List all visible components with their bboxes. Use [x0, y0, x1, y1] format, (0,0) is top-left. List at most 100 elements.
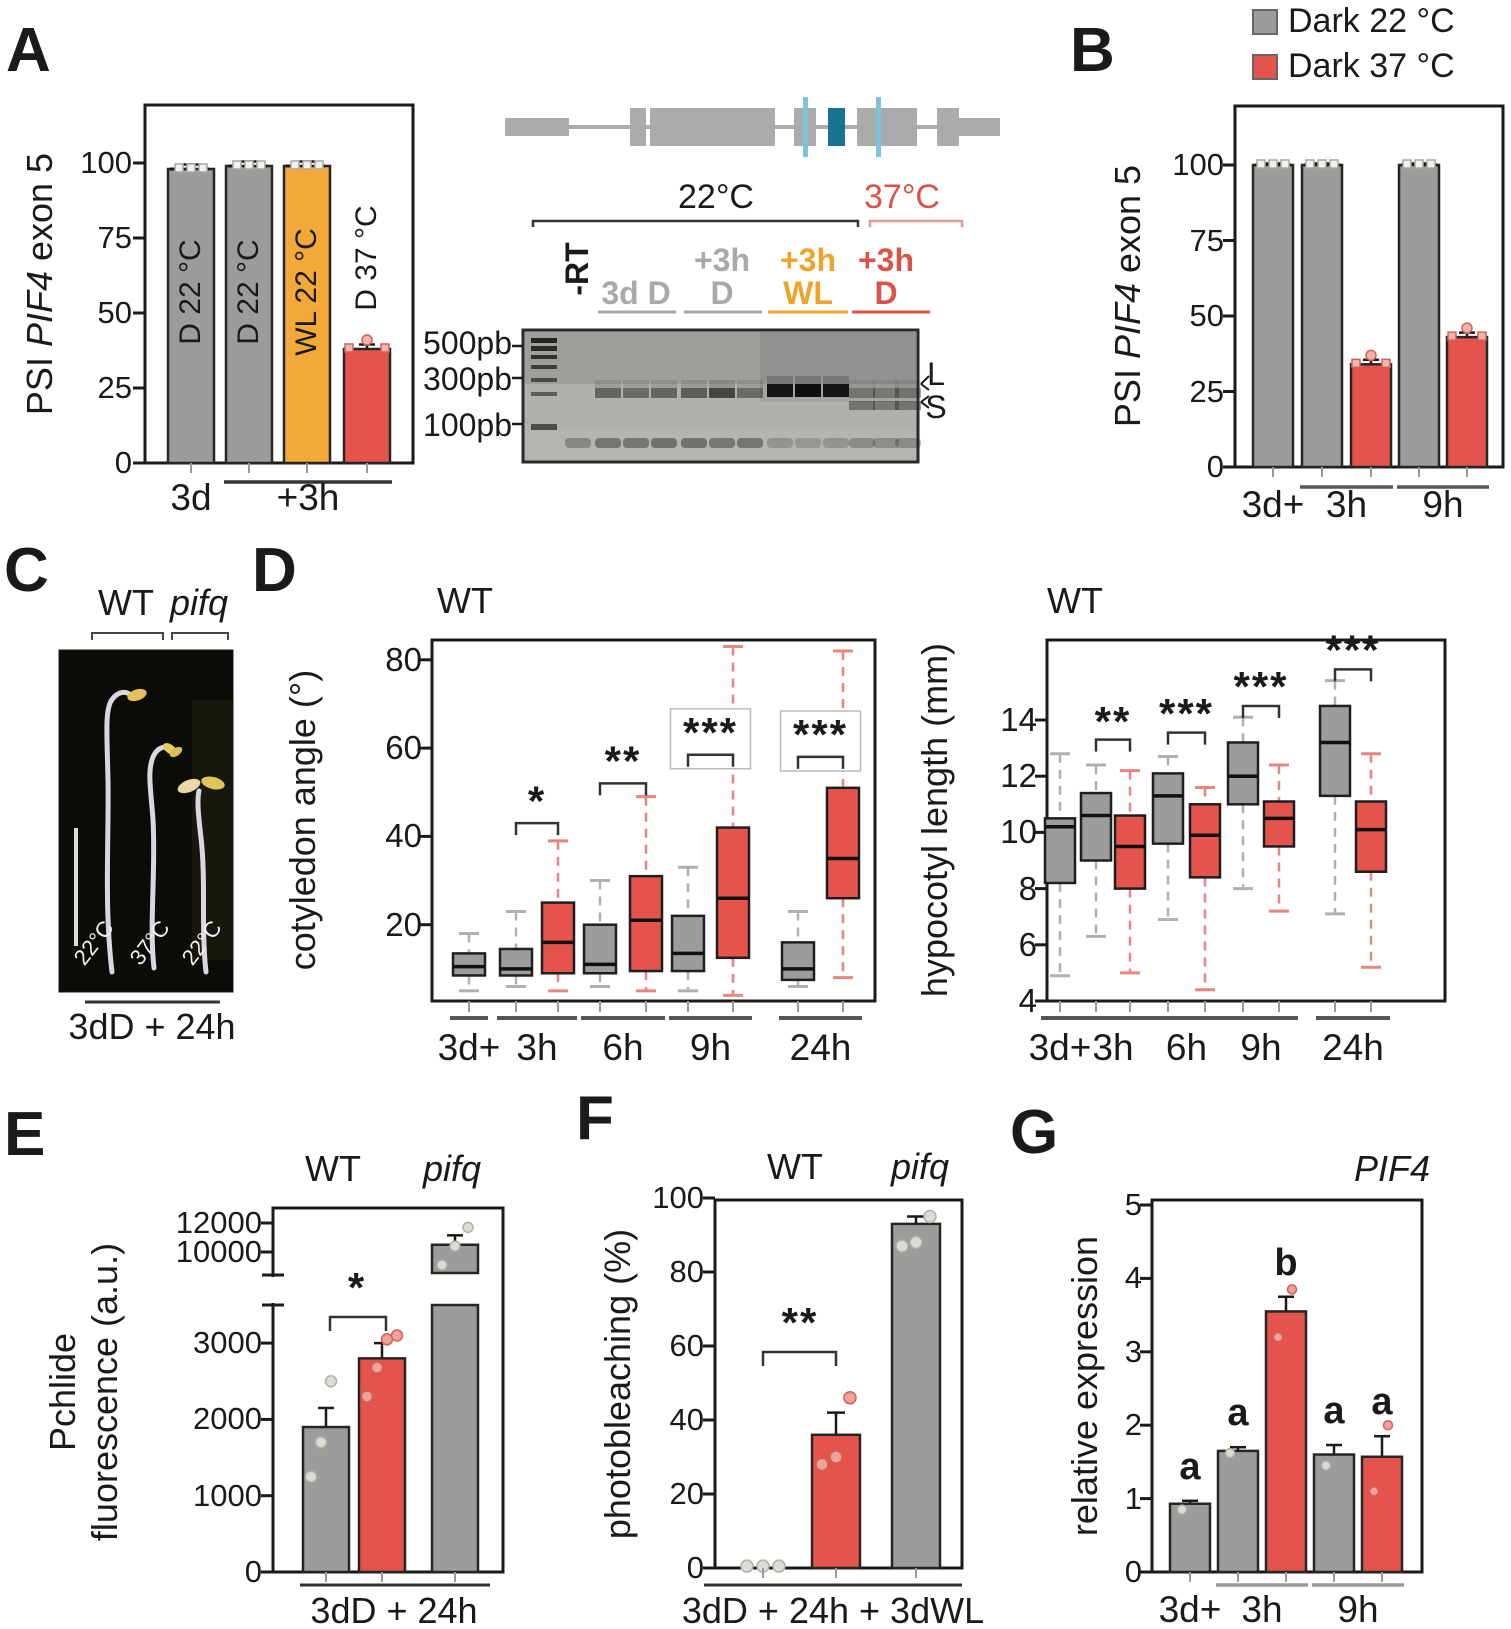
y-tick-label: 25: [97, 370, 132, 405]
y-tick-label: 0: [686, 1550, 704, 1585]
sig-stars: ***: [1325, 627, 1380, 674]
sig-stars: *: [348, 1264, 366, 1311]
x-group-label: 3h: [1241, 1589, 1283, 1629]
y-tick-label: 100: [80, 145, 132, 180]
gel-band-smear: [795, 376, 821, 384]
x-group-label: 24h: [1322, 1027, 1384, 1068]
panel-d-right-title: WT: [1047, 580, 1103, 621]
pointer-L: [920, 375, 930, 385]
cotyledon: [177, 778, 201, 794]
seedling-stem-wt37: [147, 744, 174, 971]
data-point: [772, 1559, 786, 1573]
panel-e-header-wt: WT: [305, 1148, 361, 1189]
data-point: [1402, 159, 1412, 169]
bar: [1360, 1455, 1404, 1574]
y-tick-label: 0: [1206, 449, 1224, 484]
cotyledon: [201, 776, 225, 790]
sig-stars: *: [528, 777, 546, 824]
data-point: [1447, 331, 1457, 341]
sig-box: [669, 708, 752, 770]
box: [451, 952, 487, 977]
data-point: [256, 160, 266, 170]
y-tick-label: 60: [669, 1328, 704, 1363]
x-group-label: 6h: [1165, 1027, 1208, 1068]
y-tick-label: 12: [1000, 757, 1037, 795]
group-letter: a: [1179, 1446, 1201, 1488]
data-point: [1414, 159, 1424, 169]
box: [1151, 772, 1185, 845]
sig-stars: ***: [1159, 690, 1214, 737]
y-tick-label: 80: [385, 640, 422, 678]
data-point: [740, 1559, 754, 1573]
gel-primer-band: [565, 438, 591, 448]
bar: [1312, 1453, 1356, 1574]
y-tick-label: 100: [1172, 147, 1224, 182]
genotype-bracket-pifq: [171, 632, 229, 640]
gel-group-3hD-top: +3h: [693, 242, 751, 278]
scale-bar: [74, 828, 78, 946]
y-tick-label: 1: [1124, 1480, 1142, 1516]
gel-primer-band: [849, 438, 875, 448]
sig-bracket: [1241, 704, 1281, 718]
bar: [1300, 163, 1344, 469]
y-tick-label: 20: [385, 905, 422, 943]
group-letter: b: [1274, 1242, 1297, 1284]
box: [1113, 814, 1147, 890]
data-point: [1256, 159, 1266, 169]
data-point: [314, 1436, 328, 1449]
sig-bracket: [796, 755, 845, 769]
y-tick-label: 6: [1018, 925, 1037, 963]
y-tick-label: 10: [1000, 813, 1037, 851]
y-tick-label: 75: [97, 220, 132, 255]
ladder-band: [531, 424, 557, 430]
box: [780, 941, 816, 982]
data-point: [302, 160, 312, 170]
panel-letter-g: G: [1010, 1098, 1059, 1167]
gel-band-smear: [895, 380, 921, 388]
sig-stars: **: [782, 1299, 819, 1346]
axis-break-mask: [268, 1277, 278, 1303]
y-tick-label: 25: [1189, 373, 1224, 409]
panel-letter-a: A: [6, 16, 51, 85]
gel-band-label-S: S: [925, 389, 947, 425]
ladder-band: [531, 355, 557, 359]
group-letter: a: [1323, 1390, 1345, 1432]
panel-f-ylabel: photobleaching (%): [597, 1228, 638, 1540]
panel-letter-c: C: [4, 536, 49, 605]
data-point: [1368, 1486, 1380, 1497]
gel-group-3hD-bottom: D: [710, 275, 734, 311]
data-point: [1381, 358, 1391, 369]
legend-swatch-dark37-icon: [1252, 54, 1278, 80]
sig-stars: ***: [793, 711, 848, 758]
gene-exon: [630, 108, 646, 146]
gel-temp-22: 22°C: [678, 178, 754, 216]
data-point: [815, 1457, 829, 1472]
gel-primer-band: [873, 438, 899, 448]
data-point: [324, 1375, 338, 1388]
box: [1043, 817, 1077, 885]
box: [498, 947, 534, 977]
panel-letter-d: D: [252, 536, 297, 605]
bar-lower-part: [430, 1303, 480, 1574]
gel-band-L: [737, 388, 763, 398]
gel-primer-band: [651, 438, 677, 448]
gene-splice-site: [803, 97, 808, 157]
bar: [1397, 163, 1441, 469]
gel-band-label-L: L: [927, 356, 945, 392]
data-point: [1320, 1460, 1332, 1471]
gene-utr: [959, 118, 1000, 136]
legend-swatch-dark22-icon: [1252, 9, 1278, 35]
x-group-label: 9h: [1337, 1589, 1379, 1629]
y-tick-label: 20: [669, 1476, 704, 1511]
x-group-label: 9h: [1422, 484, 1464, 525]
sig-stars: ***: [1233, 663, 1288, 710]
y-tick-label: 40: [385, 817, 422, 855]
gel-band-smear: [623, 380, 649, 388]
panel-d-left-title: WT: [437, 580, 493, 621]
data-point: [1426, 159, 1436, 169]
data-point: [361, 334, 373, 346]
sig-bracket: [1333, 668, 1373, 682]
x-group-label: 9h: [689, 1027, 732, 1068]
data-point: [1351, 358, 1361, 369]
